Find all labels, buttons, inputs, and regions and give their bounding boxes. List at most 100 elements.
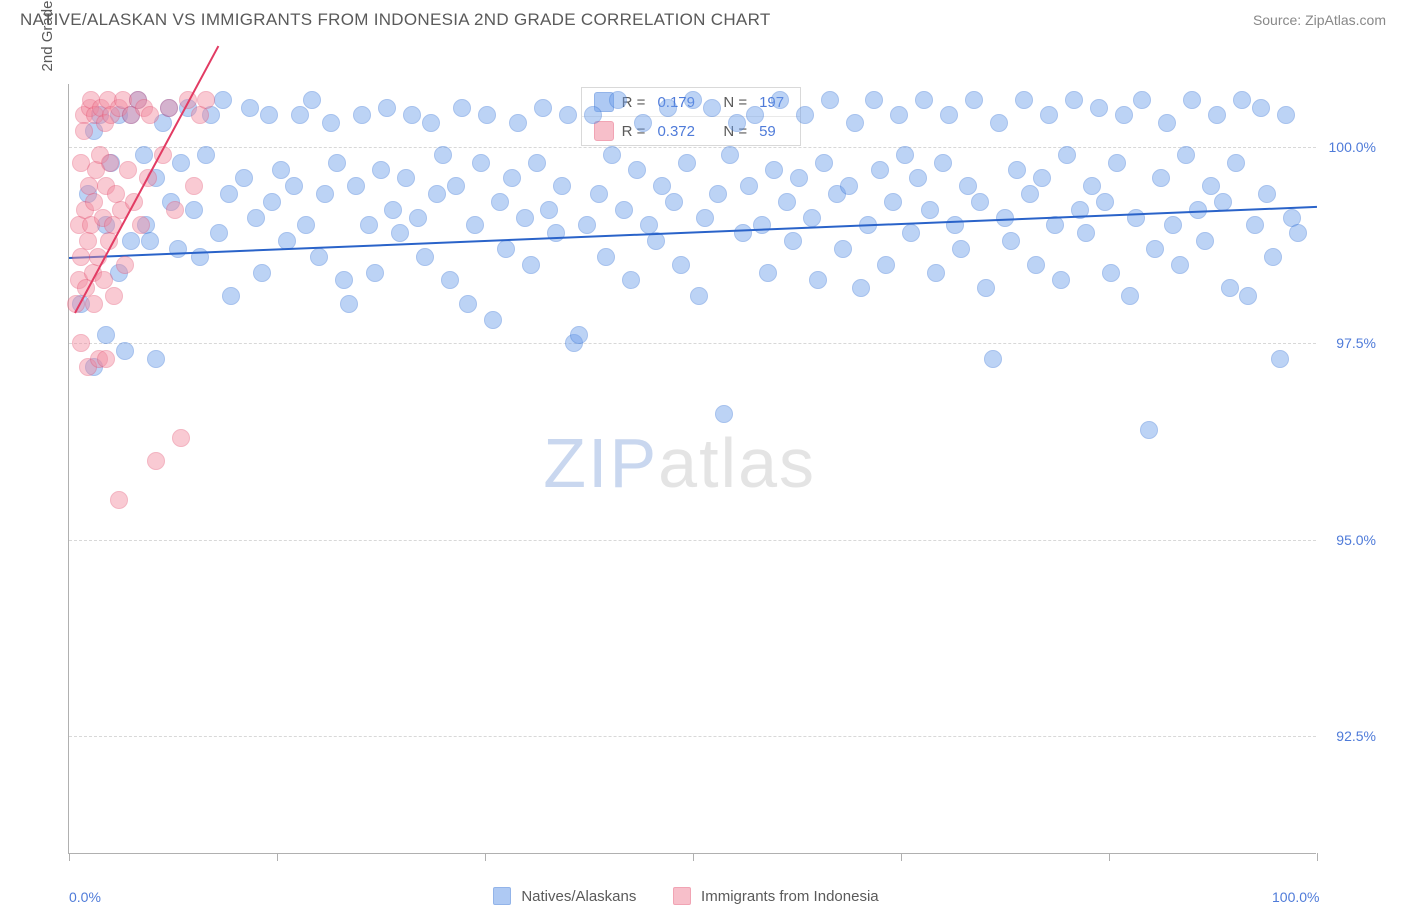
data-point bbox=[1021, 185, 1039, 203]
data-point bbox=[1277, 106, 1295, 124]
gridline bbox=[69, 147, 1316, 148]
data-point bbox=[466, 216, 484, 234]
data-point bbox=[1214, 193, 1232, 211]
data-point bbox=[927, 264, 945, 282]
data-point bbox=[447, 177, 465, 195]
data-point bbox=[185, 177, 203, 195]
data-point bbox=[921, 201, 939, 219]
data-point bbox=[896, 146, 914, 164]
data-point bbox=[347, 177, 365, 195]
data-point bbox=[185, 201, 203, 219]
data-point bbox=[1239, 287, 1257, 305]
data-point bbox=[778, 193, 796, 211]
data-point bbox=[971, 193, 989, 211]
data-point bbox=[434, 146, 452, 164]
data-point bbox=[890, 106, 908, 124]
data-point bbox=[690, 287, 708, 305]
data-point bbox=[553, 177, 571, 195]
legend-n-value: 59 bbox=[755, 123, 780, 140]
legend-row: R =0.372 N =59 bbox=[582, 117, 800, 145]
data-point bbox=[528, 154, 546, 172]
data-point bbox=[1289, 224, 1307, 242]
data-point bbox=[1133, 91, 1151, 109]
data-point bbox=[403, 106, 421, 124]
x-tick-mark bbox=[1109, 853, 1110, 861]
data-point bbox=[1221, 279, 1239, 297]
data-point bbox=[372, 161, 390, 179]
data-point bbox=[809, 271, 827, 289]
data-point bbox=[328, 154, 346, 172]
data-point bbox=[653, 177, 671, 195]
data-point bbox=[160, 99, 178, 117]
data-point bbox=[285, 177, 303, 195]
data-point bbox=[122, 232, 140, 250]
data-point bbox=[759, 264, 777, 282]
data-point bbox=[1090, 99, 1108, 117]
data-point bbox=[1002, 232, 1020, 250]
data-point bbox=[1246, 216, 1264, 234]
data-point bbox=[784, 232, 802, 250]
data-point bbox=[622, 271, 640, 289]
data-point bbox=[796, 106, 814, 124]
data-point bbox=[871, 161, 889, 179]
x-tick-mark bbox=[1317, 853, 1318, 861]
data-point bbox=[1177, 146, 1195, 164]
data-point bbox=[75, 122, 93, 140]
x-tick-mark bbox=[485, 853, 486, 861]
data-point bbox=[147, 350, 165, 368]
data-point bbox=[116, 256, 134, 274]
data-point bbox=[570, 326, 588, 344]
data-point bbox=[214, 91, 232, 109]
data-point bbox=[1096, 193, 1114, 211]
source-label: Source: ZipAtlas.com bbox=[1253, 12, 1386, 28]
data-point bbox=[534, 99, 552, 117]
data-point bbox=[384, 201, 402, 219]
data-point bbox=[453, 99, 471, 117]
data-point bbox=[1008, 161, 1026, 179]
gridline bbox=[69, 736, 1316, 737]
watermark-atlas: atlas bbox=[658, 424, 816, 502]
data-point bbox=[272, 161, 290, 179]
data-point bbox=[1121, 287, 1139, 305]
data-point bbox=[253, 264, 271, 282]
legend-r-value: 0.372 bbox=[653, 123, 699, 140]
data-point bbox=[478, 106, 496, 124]
data-point bbox=[1271, 350, 1289, 368]
data-point bbox=[884, 193, 902, 211]
data-point bbox=[852, 279, 870, 297]
legend-series-label: Immigrants from Indonesia bbox=[701, 888, 879, 905]
data-point bbox=[1058, 146, 1076, 164]
data-point bbox=[803, 209, 821, 227]
data-point bbox=[340, 295, 358, 313]
data-point bbox=[865, 91, 883, 109]
chart-title: NATIVE/ALASKAN VS IMMIGRANTS FROM INDONE… bbox=[20, 10, 771, 30]
data-point bbox=[172, 429, 190, 447]
data-point bbox=[877, 256, 895, 274]
data-point bbox=[934, 154, 952, 172]
data-point bbox=[1108, 154, 1126, 172]
data-point bbox=[241, 99, 259, 117]
data-point bbox=[197, 146, 215, 164]
data-point bbox=[709, 185, 727, 203]
data-point bbox=[1152, 169, 1170, 187]
data-point bbox=[72, 334, 90, 352]
data-point bbox=[1202, 177, 1220, 195]
data-point bbox=[509, 114, 527, 132]
x-tick-mark bbox=[901, 853, 902, 861]
data-point bbox=[484, 311, 502, 329]
data-point bbox=[952, 240, 970, 258]
data-point bbox=[235, 169, 253, 187]
data-point bbox=[172, 154, 190, 172]
x-axis-min-label: 0.0% bbox=[69, 889, 101, 905]
data-point bbox=[915, 91, 933, 109]
data-point bbox=[1115, 106, 1133, 124]
data-point bbox=[821, 91, 839, 109]
data-point bbox=[1208, 106, 1226, 124]
data-point bbox=[1083, 177, 1101, 195]
data-point bbox=[1264, 248, 1282, 266]
data-point bbox=[834, 240, 852, 258]
data-point bbox=[1127, 209, 1145, 227]
data-point bbox=[678, 154, 696, 172]
data-point bbox=[210, 224, 228, 242]
data-point bbox=[584, 106, 602, 124]
